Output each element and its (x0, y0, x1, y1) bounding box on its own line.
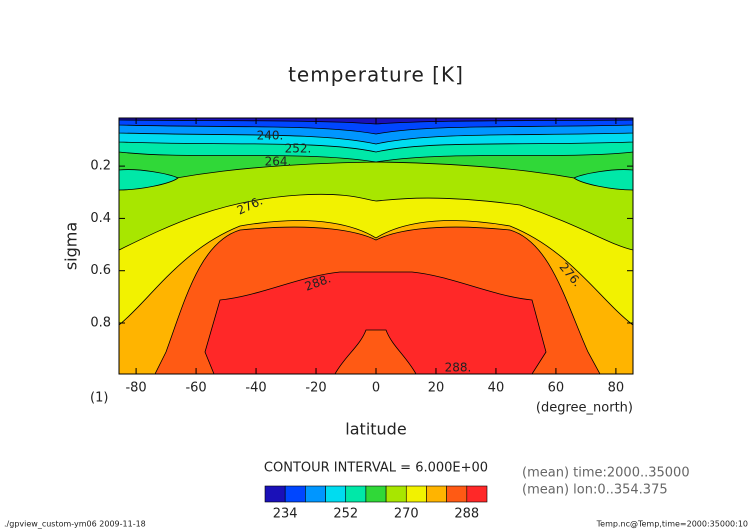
y-axis-label: sigma (62, 222, 81, 270)
footer-left: ./gpview_custom-ym06 2009-11-18 (4, 520, 146, 529)
colorbar-box (466, 485, 488, 503)
x-tick-label: -60 (185, 381, 206, 396)
colorbar-box (305, 485, 326, 503)
contour-label: 240. (257, 129, 284, 143)
contour-label: 264. (265, 155, 292, 169)
colorbar-box (325, 485, 347, 503)
y-unit: (1) (90, 391, 108, 406)
colorbar-box (405, 485, 427, 503)
colorbar-box (385, 485, 407, 503)
colorbar-tick-label: 252 (333, 507, 358, 522)
x-tick-label: 60 (548, 381, 565, 396)
contour-band (119, 118, 633, 135)
colorbar-box (345, 485, 367, 503)
x-tick-label: 40 (488, 381, 505, 396)
contour-label: 288. (445, 361, 472, 375)
colorbar-tick-label: 270 (394, 507, 419, 522)
colorbar-box (446, 485, 468, 503)
x-unit: (degree_north) (536, 401, 633, 416)
x-tick-label: -80 (125, 381, 146, 396)
x-tick-label: 0 (372, 381, 380, 396)
colorbar-box (264, 485, 286, 503)
contour-band (119, 169, 179, 191)
colorbar-tick-label: 288 (454, 507, 479, 522)
x-tick-label: 80 (608, 381, 625, 396)
y-tick-label: 0.2 (90, 159, 111, 174)
colorbar-tick-label: 234 (273, 507, 298, 522)
contour-interval: CONTOUR INTERVAL = 6.000E+00 (264, 461, 488, 476)
footer-right: Temp.nc@Temp,time=2000:35000:10 (596, 520, 748, 529)
chart-title: temperature [K] (288, 63, 464, 87)
colorbar-box (365, 485, 387, 503)
y-tick-label: 0.8 (90, 316, 111, 331)
contour-band (204, 271, 547, 374)
y-tick-label: 0.6 (90, 263, 111, 278)
contour-band (334, 329, 417, 374)
contour-band (573, 169, 633, 191)
x-tick-label: 20 (428, 381, 445, 396)
note: (mean) time:2000..35000 (522, 466, 690, 481)
x-axis-label: latitude (345, 420, 406, 439)
colorbar-box (426, 485, 447, 503)
y-tick-label: 0.4 (90, 211, 111, 226)
contour-label: 252. (285, 142, 312, 156)
x-tick-label: -20 (305, 381, 326, 396)
colorbar-box (284, 485, 306, 503)
x-tick-label: -40 (245, 381, 266, 396)
plot-area: 240.252.264.276.288. 276.288. (119, 118, 633, 375)
note: (mean) lon:0..354.375 (522, 483, 668, 498)
